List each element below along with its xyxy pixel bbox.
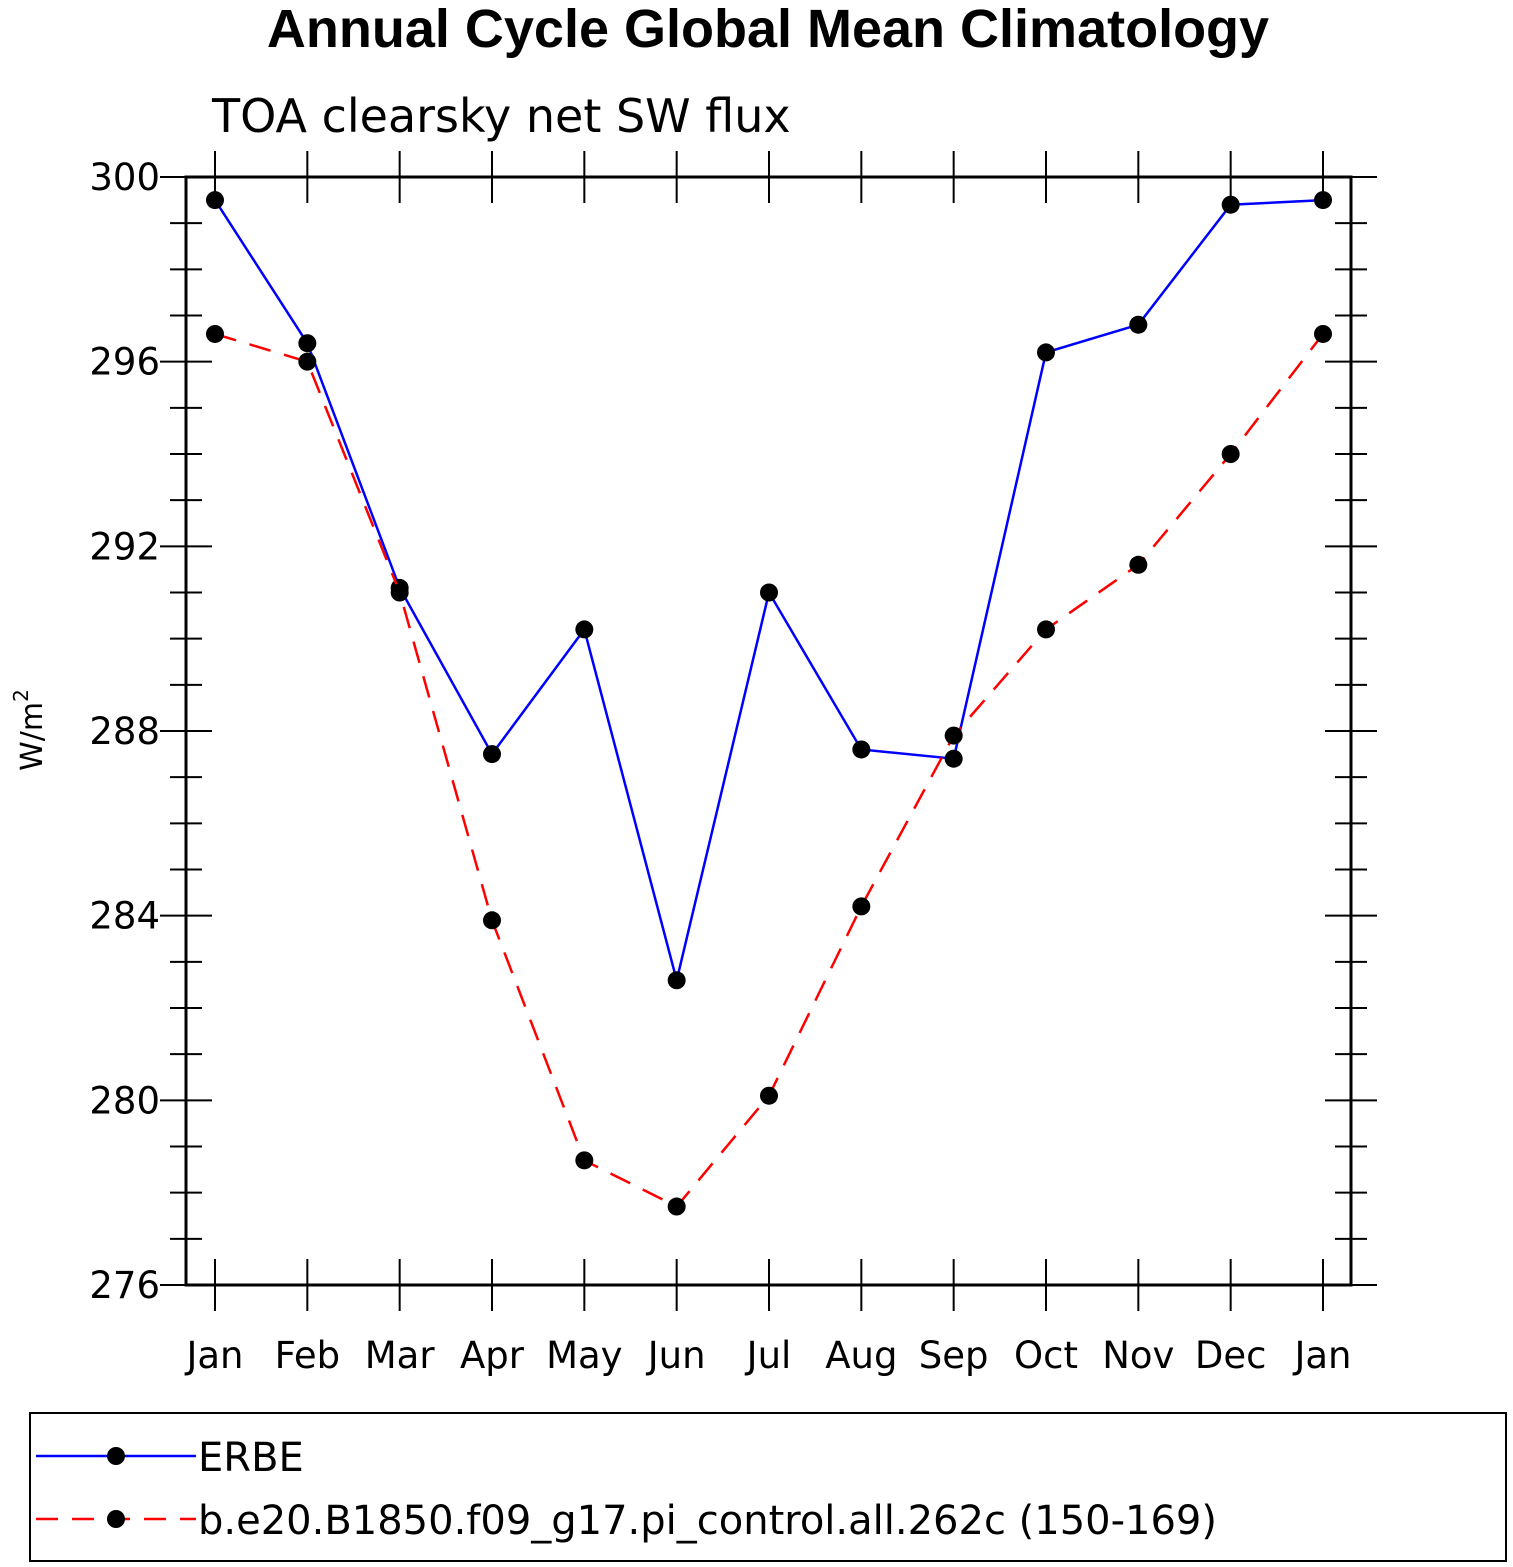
data-point [1221,445,1240,463]
x-tick-label: Aug [825,1334,897,1377]
data-point [1037,620,1055,639]
legend-label: b.e20.B1850.f09_g17.pi_control.all.262c … [198,1498,1217,1544]
series-line [214,332,1324,1209]
data-point [483,745,501,764]
legend: ERBE b.e20.B1850.f09_g17.pi_control.all.2… [29,1412,1507,1562]
y-tick-label: 288 [89,710,160,753]
series-layer [206,191,1332,1216]
y-tick-label: 280 [89,1079,160,1122]
data-point [575,620,594,639]
y-tick-label: 296 [89,341,160,384]
x-tick-label: May [546,1334,623,1377]
data-point [483,911,501,930]
legend-marker [107,1447,125,1465]
data-point [667,971,686,990]
y-axis-label-exponent: 2 [9,689,33,702]
data-point [206,324,224,343]
data-point [1129,315,1148,334]
x-tick-label: Mar [365,1334,436,1377]
chart-subtitle: TOA clearsky net SW flux [211,89,791,143]
x-tick-label: Sep [919,1334,989,1377]
series-1 [206,191,1332,990]
data-point [1129,555,1148,574]
y-tick-label: 292 [89,525,160,568]
x-tick-label: Jan [1292,1334,1351,1377]
y-tick-label: 300 [89,156,160,199]
data-point [206,191,224,210]
x-tick-label: Oct [1014,1334,1078,1377]
data-point [760,1086,778,1105]
legend-marker [107,1510,125,1528]
svg-text:W/m2: W/m2 [9,689,50,771]
y-axis-label: W/m2 [9,689,50,771]
data-point [1314,324,1332,343]
x-tick-label: Jul [745,1334,792,1377]
y-tick-labels: 276 280 284 288 292 296 300 [89,156,160,1307]
x-tick-label: Jun [646,1334,706,1377]
x-tick-label: Dec [1195,1334,1267,1377]
data-point [852,740,871,759]
axis-ticks [160,151,1377,1311]
chart-title: Annual Cycle Global Mean Climatology [267,0,1269,59]
plot-frame [184,175,1353,1287]
x-tick-label: Apr [460,1334,525,1377]
legend-box [29,1412,1507,1562]
data-point [1037,343,1055,362]
y-tick-label: 284 [89,895,160,938]
legend-entries: ERBE b.e20.B1850.f09_g17.pi_control.all.2… [36,1435,1217,1544]
data-point [575,1151,594,1170]
y-axis-label-unit: W/m [15,702,50,771]
data-point [944,726,963,745]
x-tick-labels: Jan Feb Mar Apr May Jun Jul Aug Sep Oct Nov Dec Jan [184,1334,1351,1377]
data-point [667,1197,686,1216]
x-tick-label: Jan [184,1334,243,1377]
data-point [298,334,317,353]
y-tick-label: 276 [89,1264,160,1307]
series-2 [206,324,1332,1216]
x-tick-label: Feb [275,1334,341,1377]
legend-label: ERBE [198,1435,304,1481]
data-point [1221,195,1240,214]
x-tick-label: Nov [1102,1334,1174,1377]
data-point [390,583,409,602]
data-point [298,352,317,371]
data-point [1314,191,1332,210]
data-point [944,749,963,768]
data-point [760,583,778,602]
data-point [852,897,871,916]
